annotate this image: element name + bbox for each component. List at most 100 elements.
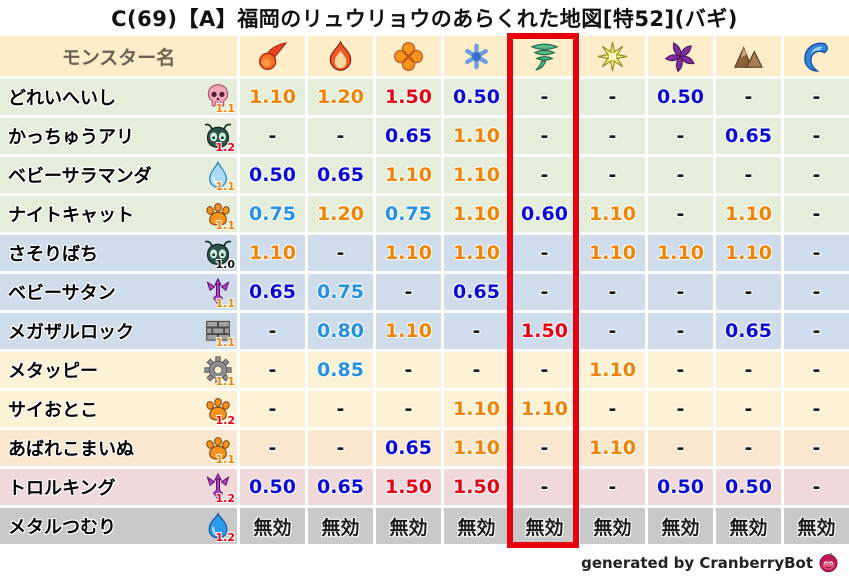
multiplier-cell: 1.10 [512, 391, 577, 427]
multiplier-cell: - [376, 352, 441, 388]
monster-name-cell: メガザルロック 1.1 [0, 313, 237, 349]
multiplier-cell: 無効 [784, 508, 849, 544]
multiplier-value: - [608, 476, 617, 498]
multiplier-value: 1.10 [589, 242, 636, 264]
multiplier-value: 0.50 [657, 476, 704, 498]
multiplier-cell: - [512, 352, 577, 388]
multiplier-value: - [812, 125, 821, 147]
monster-multiplier: 1.1 [215, 219, 236, 232]
multiplier-cell: - [784, 352, 849, 388]
tornado-icon [529, 41, 560, 72]
monster-multiplier: 1.1 [215, 453, 236, 466]
monster-name: ベビーサラマンダ [8, 166, 152, 187]
multiplier-cell: 1.50 [376, 79, 441, 115]
multiplier-value: - [608, 398, 617, 420]
monster-icon-wrap: 1.2 [204, 122, 235, 154]
resistance-table: モンスター名 どれいへいし 1.1 1.10 1.20 1.50 0.50 - - 0.50 - - か… [0, 36, 849, 544]
multiplier-value: 1.10 [453, 437, 500, 459]
multiplier-cell: 1.10 [376, 157, 441, 193]
multiplier-value: 0.75 [249, 203, 296, 225]
multiplier-cell: 0.50 [444, 79, 509, 115]
monster-name-cell: さそりばち 1.0 [0, 235, 237, 271]
multiplier-cell: - [512, 118, 577, 154]
multiplier-cell: - [716, 430, 781, 466]
multiplier-value: - [540, 359, 549, 381]
multiplier-cell: 1.10 [444, 430, 509, 466]
element-header-cell [648, 36, 713, 76]
multiplier-value: 無効 [593, 516, 632, 539]
element-header-cell [376, 36, 441, 76]
monster-name-cell: ナイトキャット 1.1 [0, 196, 237, 232]
wave-icon [801, 41, 832, 72]
monster-name-cell: ベビーサタン 1.1 [0, 274, 237, 310]
multiplier-value: 1.20 [317, 86, 364, 108]
multiplier-cell: 1.10 [240, 235, 305, 271]
multiplier-value: 0.75 [317, 281, 364, 303]
monster-icon-wrap: 1.1 [204, 200, 235, 232]
monster-name: かっちゅうアリ [8, 127, 134, 148]
trident-icon [204, 473, 232, 501]
monster-icon-wrap: 1.1 [204, 356, 235, 388]
multiplier-cell: 0.60 [512, 196, 577, 232]
multiplier-cell: 0.65 [376, 118, 441, 154]
multiplier-cell: 0.75 [308, 274, 373, 310]
multiplier-value: - [540, 164, 549, 186]
multiplier-cell: 1.10 [444, 235, 509, 271]
multiplier-value: 0.65 [725, 320, 772, 342]
multiplier-value: 無効 [525, 516, 564, 539]
multiplier-cell: - [580, 391, 645, 427]
multiplier-cell: - [580, 313, 645, 349]
multiplier-cell: 0.65 [444, 274, 509, 310]
multiplier-value: - [676, 203, 685, 225]
monster-name: メタルつむり [8, 517, 116, 538]
multiplier-cell: - [716, 79, 781, 115]
multiplier-value: 0.75 [385, 203, 432, 225]
monster-icon-wrap: 1.1 [204, 434, 235, 466]
multiplier-value: - [404, 359, 413, 381]
multiplier-value: 1.10 [725, 203, 772, 225]
multiplier-cell: - [580, 157, 645, 193]
multiplier-cell: - [784, 313, 849, 349]
monster-multiplier: 1.1 [215, 375, 236, 388]
multiplier-value: 0.50 [249, 164, 296, 186]
slime-icon [204, 512, 232, 540]
multiplier-value: 無効 [389, 516, 428, 539]
multiplier-cell: 1.10 [580, 430, 645, 466]
multiplier-value: - [472, 359, 481, 381]
multiplier-value: 1.10 [385, 320, 432, 342]
multiplier-cell: - [512, 274, 577, 310]
multiplier-cell: - [716, 157, 781, 193]
multiplier-value: - [336, 398, 345, 420]
multiplier-cell: 無効 [444, 508, 509, 544]
multiplier-value: 1.10 [385, 242, 432, 264]
multiplier-value: - [608, 281, 617, 303]
monster-multiplier: 1.1 [215, 336, 236, 349]
multiplier-cell: - [308, 118, 373, 154]
multiplier-cell: - [784, 274, 849, 310]
multiplier-value: - [812, 437, 821, 459]
multiplier-cell: 1.10 [240, 79, 305, 115]
multiplier-value: 1.10 [453, 164, 500, 186]
flame-icon [325, 40, 356, 72]
multiplier-cell: 1.10 [376, 313, 441, 349]
monster-name: メガザルロック [8, 322, 134, 343]
multiplier-cell: - [580, 79, 645, 115]
multiplier-cell: 0.65 [240, 274, 305, 310]
multiplier-value: - [268, 320, 277, 342]
multiplier-value: - [676, 320, 685, 342]
multiplier-value: 0.85 [317, 359, 364, 381]
multiplier-cell: 1.10 [716, 235, 781, 271]
bug-icon [204, 239, 232, 267]
monster-multiplier: 1.2 [215, 141, 236, 154]
multiplier-value: 0.50 [249, 476, 296, 498]
multiplier-cell: 0.80 [308, 313, 373, 349]
multiplier-cell: 0.85 [308, 352, 373, 388]
multiplier-cell: - [512, 79, 577, 115]
multiplier-value: 1.10 [589, 203, 636, 225]
multiplier-cell: - [240, 352, 305, 388]
skull-icon [204, 83, 232, 111]
multiplier-cell: 1.20 [308, 79, 373, 115]
multiplier-value: - [540, 437, 549, 459]
multiplier-cell: 1.50 [376, 469, 441, 505]
